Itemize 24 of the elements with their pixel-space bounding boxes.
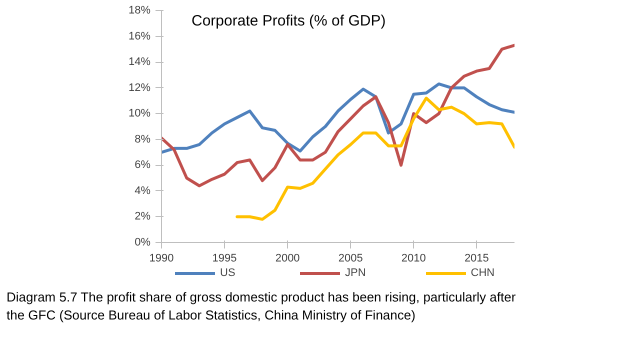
legend-label: JPN bbox=[345, 267, 366, 279]
x-tick-label: 2015 bbox=[464, 252, 489, 264]
y-tick-label: 8% bbox=[134, 133, 151, 146]
y-tick-label: 2% bbox=[134, 210, 151, 223]
x-tick-label: 2010 bbox=[401, 252, 426, 264]
chart-title: Corporate Profits (% of GDP) bbox=[192, 12, 386, 30]
x-tick-label: 1995 bbox=[212, 252, 237, 264]
legend-label: CHN bbox=[470, 267, 495, 279]
x-tick-label: 2000 bbox=[275, 252, 300, 264]
y-tick-label: 16% bbox=[128, 30, 151, 42]
x-tick-label: 2005 bbox=[338, 252, 363, 264]
y-tick-label: 10% bbox=[128, 108, 151, 120]
y-tick-label: 18% bbox=[128, 4, 151, 16]
line-series bbox=[236, 96, 514, 221]
y-tick-label: 14% bbox=[128, 56, 151, 68]
y-tick-label: 4% bbox=[134, 184, 151, 197]
line-series bbox=[162, 82, 514, 154]
y-tick-label: 12% bbox=[128, 82, 151, 94]
y-tick-label: 0% bbox=[134, 236, 151, 248]
y-tick-label: 6% bbox=[134, 159, 151, 172]
x-tick-label: 1990 bbox=[149, 252, 174, 264]
line-series bbox=[162, 44, 514, 188]
text: Diagram 5.7 The profit share of gross domestic product has been rising, particularly after the GFC (Source Bureau of Labor Statistics, China Ministry of Finance) bbox=[6, 290, 516, 322]
legend-label: US bbox=[220, 267, 236, 279]
